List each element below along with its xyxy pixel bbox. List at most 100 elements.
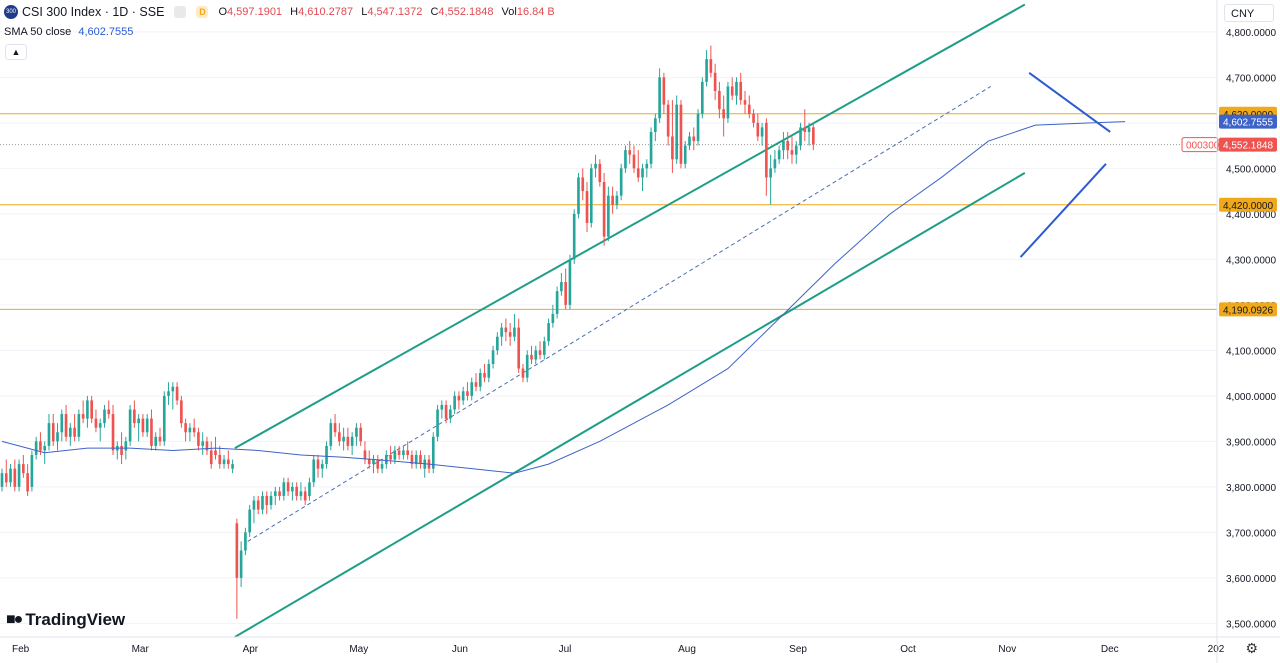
collapse-legend-button[interactable]: ▲ — [5, 44, 27, 60]
candle-body — [688, 136, 691, 146]
price-tag-sma — [1219, 114, 1277, 129]
candle-body — [94, 418, 98, 428]
candle-body — [26, 473, 29, 492]
candle-body — [320, 464, 324, 469]
candle-body — [641, 168, 644, 178]
candle-body — [218, 455, 222, 465]
ohlc-values: O4,597.1901 H4,610.2787 L4,547.1372 C4,5… — [218, 6, 559, 18]
candle-body — [794, 145, 798, 155]
candle-body — [654, 118, 657, 132]
time-tick-label: Feb — [12, 644, 30, 655]
candle-body — [43, 445, 47, 451]
currency-button[interactable]: CNY — [1224, 4, 1274, 22]
candle-body — [128, 409, 132, 442]
candle-body — [611, 195, 614, 205]
candle-body — [150, 418, 153, 446]
candle-body — [534, 350, 538, 360]
candle-body — [440, 404, 444, 410]
candle-body — [376, 459, 380, 469]
candle-body — [51, 423, 55, 442]
wedge-line — [1028, 71, 1111, 133]
candle-body — [696, 113, 700, 142]
candle-body — [628, 150, 632, 155]
price-tag-label: 4,420.0000 — [1223, 201, 1273, 212]
channel-midline — [247, 86, 991, 542]
open-label: O — [218, 6, 227, 18]
candle-body — [457, 395, 461, 401]
candle-body — [367, 459, 371, 465]
eye-icon[interactable] — [174, 6, 187, 18]
symbol-title[interactable]: CSI 300 Index · 1D · SSE — [22, 5, 165, 19]
candle-body — [158, 436, 162, 442]
price-tag-label: 4,602.7555 — [1223, 118, 1273, 129]
candle-body — [380, 464, 384, 469]
candle-body — [137, 418, 140, 424]
candle-body — [713, 72, 717, 91]
price-axis[interactable]: 4,800.00004,700.00004,600.00004,500.0000… — [1226, 28, 1276, 631]
candle-body — [406, 450, 409, 455]
candle-body — [739, 81, 743, 101]
candle-body — [22, 464, 25, 474]
candle-body — [632, 154, 636, 169]
candle-body — [560, 282, 563, 292]
candle-body — [645, 163, 649, 169]
candle-body — [239, 550, 243, 578]
candle-body — [244, 532, 247, 551]
candle-body — [363, 450, 367, 460]
candle-body — [525, 354, 529, 378]
candle-body — [103, 409, 106, 424]
candle-body — [799, 127, 802, 146]
candle-body — [777, 150, 781, 160]
candle-body — [500, 327, 503, 337]
price-tick-label: 3,900.0000 — [1226, 437, 1276, 448]
candle-body — [615, 195, 619, 205]
candle-body — [790, 150, 794, 155]
chart-header: 300 CSI 300 Index · 1D · SSE D O4,597.19… — [4, 5, 560, 19]
candle-body — [47, 423, 51, 446]
candle-body — [649, 131, 653, 164]
candle-body — [782, 141, 785, 151]
candle-body — [209, 450, 213, 465]
candle-body — [86, 400, 89, 419]
sma-50-line — [1, 121, 1126, 474]
wedge-line — [1019, 163, 1107, 258]
time-tick-label: 202 — [1208, 644, 1225, 655]
candle-body — [60, 414, 64, 433]
sma-legend[interactable]: SMA 50 close 4,602.7555 — [4, 26, 133, 38]
candle-body — [359, 427, 363, 442]
candle-body — [252, 500, 256, 510]
time-axis[interactable]: Feb Mar Apr May Jun Jul Aug Sep Oct Nov Dec 202 — [12, 644, 1225, 655]
candle-body — [175, 386, 179, 401]
candle-body — [269, 495, 273, 506]
candle-body — [355, 427, 358, 437]
candle-body — [585, 191, 589, 223]
candle-body — [636, 168, 640, 178]
candle-body — [141, 418, 145, 433]
candle-body — [692, 136, 696, 142]
candle-body — [17, 464, 21, 487]
candle-body — [273, 491, 277, 496]
candle-body — [286, 482, 290, 492]
market-status-badge[interactable]: D — [196, 6, 209, 18]
candle-body — [13, 468, 17, 487]
candle-body — [786, 141, 790, 151]
candle-body — [111, 414, 115, 451]
candle-body — [530, 354, 533, 360]
candles — [0, 45, 815, 619]
sma-label: SMA 50 close — [4, 26, 72, 38]
candle-body — [133, 409, 136, 424]
candle-body — [521, 368, 525, 378]
candle-body — [718, 91, 721, 110]
candle-body — [188, 427, 192, 433]
candle-body — [474, 382, 478, 387]
settings-gear-icon[interactable]: ⚙ — [1245, 640, 1258, 656]
candle-body — [261, 495, 264, 510]
grid-lines — [0, 31, 1217, 624]
candle-body — [444, 404, 448, 419]
time-tick-label: Sep — [789, 644, 807, 655]
candle-body — [299, 491, 303, 496]
tradingview-logo[interactable]: ■● TradingView — [6, 610, 125, 630]
candle-body — [120, 445, 123, 455]
candle-body — [282, 482, 286, 496]
